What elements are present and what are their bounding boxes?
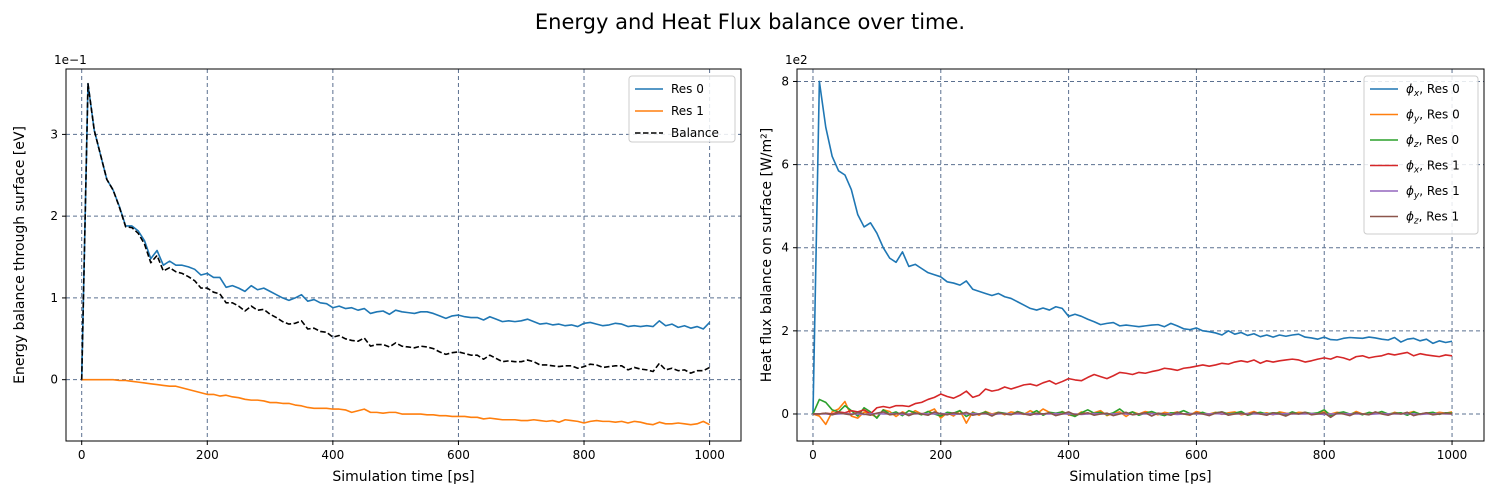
x-tick-label: 600 bbox=[447, 448, 470, 462]
x-tick-label: 800 bbox=[1313, 448, 1336, 462]
x-tick-label: 400 bbox=[1057, 448, 1080, 462]
x-tick-label: 0 bbox=[78, 448, 86, 462]
legend-label-3: ϕx, Res 1 bbox=[1406, 159, 1460, 176]
series-line-2 bbox=[80, 82, 710, 380]
x-tick-label: 1000 bbox=[694, 448, 725, 462]
legend-label-2: Balance bbox=[671, 126, 719, 140]
y-offset-label: 1e2 bbox=[785, 53, 808, 67]
y-tick-label: 0 bbox=[50, 373, 58, 387]
legend-label-0: ϕx, Res 0 bbox=[1406, 82, 1460, 99]
y-tick-label: 8 bbox=[781, 74, 789, 88]
y-offset-label: 1e−1 bbox=[54, 53, 87, 67]
x-tick-label: 0 bbox=[809, 448, 817, 462]
x-tick-label: 800 bbox=[573, 448, 596, 462]
legend: ϕx, Res 0 ϕy, Res 0 ϕz, Res 0 ϕx, Res 1 ϕy, … bbox=[1363, 75, 1479, 235]
legend-label-4: ϕy, Res 1 bbox=[1406, 184, 1460, 201]
y-tick-label: 1 bbox=[50, 291, 58, 305]
legend-frame bbox=[628, 75, 736, 143]
heat-flux-axes: 0 200 400 600 800 1000 0 2 4 6 8 1e2 Simulation time… bbox=[759, 53, 1485, 485]
y-tick-label: 0 bbox=[781, 407, 789, 421]
x-axis-label: Simulation time [ps] bbox=[1069, 469, 1211, 485]
x-tick-label: 400 bbox=[321, 448, 344, 462]
series-line-5 bbox=[812, 411, 1453, 419]
y-axis-label: Energy balance through surface [eV] bbox=[12, 126, 28, 384]
series-line-0 bbox=[80, 82, 711, 380]
x-tick-label: 1000 bbox=[1437, 448, 1468, 462]
series-line-0 bbox=[812, 80, 1453, 414]
figure-title: Energy and Heat Flux balance over time. bbox=[535, 10, 965, 34]
series-group bbox=[812, 80, 1453, 426]
x-tick-label: 200 bbox=[929, 448, 952, 462]
legend-label-1: ϕy, Res 0 bbox=[1406, 108, 1460, 125]
x-tick-label: 600 bbox=[1185, 448, 1208, 462]
y-tick-label: 2 bbox=[50, 209, 58, 223]
y-tick-label: 6 bbox=[781, 158, 789, 172]
energy-balance-axes: 0 200 400 600 800 1000 0 1 2 3 1e−1 Simulation time… bbox=[12, 53, 742, 485]
legend-label-0: Res 0 bbox=[671, 82, 704, 96]
axes-frame bbox=[796, 68, 1485, 442]
axes-frame bbox=[65, 68, 742, 442]
series-group bbox=[80, 82, 711, 426]
series-line-3 bbox=[812, 351, 1453, 415]
legend-label-2: ϕz, Res 0 bbox=[1406, 133, 1459, 150]
y-axis-label: Heat flux balance on surface [W/m²] bbox=[759, 128, 775, 382]
series-line-1 bbox=[81, 378, 710, 426]
x-tick-label: 200 bbox=[196, 448, 219, 462]
legend-label-5: ϕz, Res 1 bbox=[1406, 210, 1459, 227]
y-tick-label: 4 bbox=[781, 241, 789, 255]
legend: Res 0 Res 1 Balance bbox=[628, 75, 736, 143]
x-axis-label: Simulation time [ps] bbox=[332, 469, 474, 485]
legend-label-1: Res 1 bbox=[671, 104, 704, 118]
y-tick-label: 2 bbox=[781, 324, 789, 338]
y-tick-label: 3 bbox=[50, 127, 58, 141]
legend-frame bbox=[1363, 75, 1479, 235]
